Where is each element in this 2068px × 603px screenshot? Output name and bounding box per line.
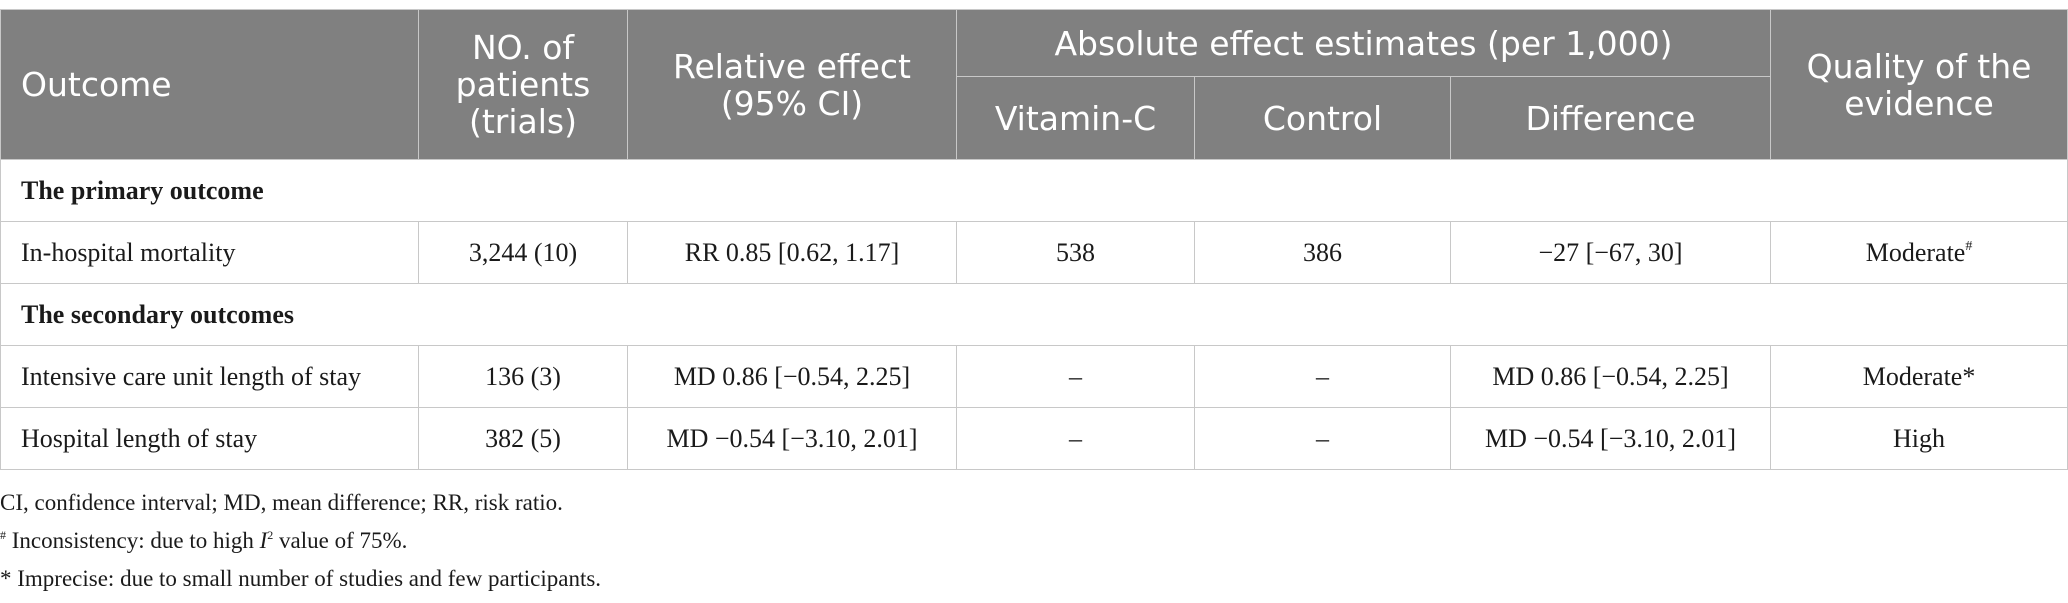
evidence-table: Outcome NO. of patients (trials) Relativ… <box>0 9 2068 470</box>
cell-patients: 382 (5) <box>418 407 628 470</box>
cell-control: 386 <box>1194 221 1451 284</box>
header-outcome: Outcome <box>0 9 419 160</box>
footnote-inconsistency-text: Inconsistency: due to high <box>11 528 254 553</box>
cell-outcome: Hospital length of stay <box>0 407 419 470</box>
footnote-inconsistency: # Inconsistency: due to high I2 value of… <box>0 522 601 560</box>
cell-patients: 136 (3) <box>418 345 628 408</box>
cell-vitamin-c: – <box>956 345 1195 408</box>
table-row: In-hospital mortality 3,244 (10) RR 0.85… <box>0 221 2068 284</box>
section-row: The primary outcome <box>0 159 2068 222</box>
cell-relative-effect: RR 0.85 [0.62, 1.17] <box>627 221 957 284</box>
footnote-hash-marker: # <box>1965 238 1973 254</box>
cell-vitamin-c: 538 <box>956 221 1195 284</box>
header-relative-effect: Relative effect (95% CI) <box>627 9 957 160</box>
cell-control: – <box>1194 345 1451 408</box>
cell-quality: Moderate* <box>1770 345 2068 408</box>
cell-control: – <box>1194 407 1451 470</box>
header-difference: Difference <box>1449 76 1772 160</box>
header-control: Control <box>1194 76 1451 160</box>
cell-quality: Moderate# <box>1770 221 2068 284</box>
cell-difference: MD −0.54 [−3.10, 2.01] <box>1449 407 1772 470</box>
footnote-inconsistency-value: value of 75%. <box>279 528 408 553</box>
section-row: The secondary outcomes <box>0 283 2068 346</box>
i-squared-variable: I <box>259 528 268 553</box>
footnote-imprecise: * Imprecise: due to small number of stud… <box>0 566 602 591</box>
quality-text: Moderate <box>1865 237 1966 267</box>
section-title: The primary outcome <box>0 159 2068 222</box>
table-row: Hospital length of stay 382 (5) MD −0.54… <box>0 407 2068 470</box>
cell-outcome: In-hospital mortality <box>0 221 419 284</box>
header-patients: NO. of patients (trials) <box>418 9 628 160</box>
cell-quality: High <box>1770 407 2068 470</box>
cell-vitamin-c: – <box>956 407 1195 470</box>
cell-difference: −27 [−67, 30] <box>1449 221 1772 284</box>
cell-relative-effect: MD −0.54 [−3.10, 2.01] <box>627 407 957 470</box>
footnote-hash-symbol: # <box>0 528 6 542</box>
table-footnotes: CI, confidence interval; MD, mean differ… <box>0 484 601 598</box>
i-squared-exponent: 2 <box>267 528 274 542</box>
header-quality: Quality of the evidence <box>1770 9 2068 160</box>
table-row: Intensive care unit length of stay 136 (… <box>0 345 2068 408</box>
header-vitamin-c: Vitamin-C <box>956 76 1195 160</box>
cell-relative-effect: MD 0.86 [−0.54, 2.25] <box>627 345 957 408</box>
footnote-abbreviations: CI, confidence interval; MD, mean differ… <box>0 490 563 515</box>
header-absolute-effect-group: Absolute effect estimates (per 1,000) <box>955 9 1772 77</box>
cell-difference: MD 0.86 [−0.54, 2.25] <box>1449 345 1772 408</box>
cell-outcome: Intensive care unit length of stay <box>0 345 419 408</box>
section-title: The secondary outcomes <box>0 283 2068 346</box>
cell-patients: 3,244 (10) <box>418 221 628 284</box>
